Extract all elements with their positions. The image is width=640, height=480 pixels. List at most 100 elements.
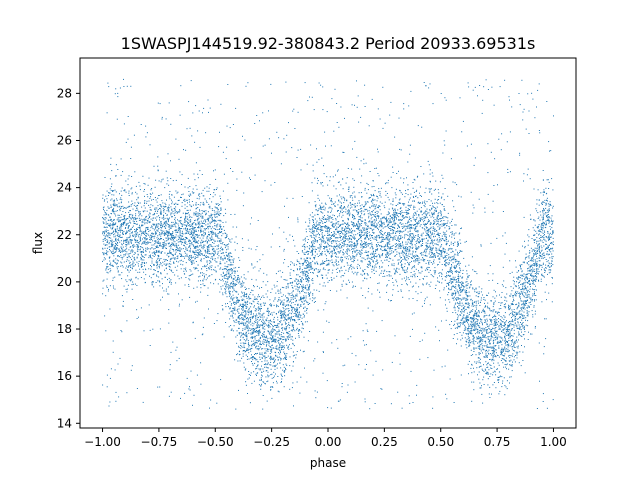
data-point xyxy=(327,239,329,241)
data-point xyxy=(386,291,388,293)
data-point xyxy=(549,201,551,203)
data-point xyxy=(328,240,330,242)
data-point xyxy=(256,327,258,329)
data-point xyxy=(463,314,465,316)
data-point xyxy=(516,324,518,326)
data-point xyxy=(191,263,193,265)
data-point xyxy=(140,218,142,220)
data-point xyxy=(342,227,344,229)
data-point xyxy=(217,265,219,267)
data-point xyxy=(254,316,256,318)
data-point xyxy=(165,259,167,261)
data-point xyxy=(349,230,351,232)
data-point xyxy=(231,238,233,240)
data-point xyxy=(305,267,307,269)
data-point xyxy=(109,237,110,238)
data-point xyxy=(354,230,356,232)
data-point xyxy=(532,270,534,272)
data-point xyxy=(169,268,171,270)
data-point xyxy=(114,203,116,205)
data-point xyxy=(403,217,405,219)
data-point xyxy=(281,324,283,326)
data-point xyxy=(537,272,539,274)
data-point xyxy=(290,318,292,320)
data-point xyxy=(296,261,298,262)
data-point xyxy=(214,266,216,268)
data-point xyxy=(127,243,129,245)
data-point xyxy=(373,225,375,227)
data-point xyxy=(304,288,306,290)
data-point xyxy=(479,366,481,367)
data-point xyxy=(273,316,275,318)
data-point xyxy=(465,321,467,322)
data-point xyxy=(295,294,296,296)
data-point xyxy=(525,317,527,319)
data-point xyxy=(184,251,186,253)
data-point xyxy=(196,223,198,225)
data-point xyxy=(238,327,240,329)
data-point xyxy=(409,209,410,210)
data-point xyxy=(383,217,385,219)
data-point xyxy=(336,237,338,239)
data-point xyxy=(523,289,525,291)
data-point xyxy=(112,232,113,234)
data-point xyxy=(331,242,333,244)
data-point xyxy=(217,257,219,259)
data-point xyxy=(190,247,191,249)
data-point xyxy=(366,224,368,226)
data-point xyxy=(194,235,196,237)
data-point xyxy=(114,251,116,253)
data-point xyxy=(552,221,554,223)
data-point xyxy=(179,237,181,239)
data-point xyxy=(156,274,157,276)
data-point xyxy=(366,258,368,260)
data-point xyxy=(154,240,156,242)
data-point xyxy=(108,192,110,194)
data-point xyxy=(353,222,355,224)
data-point xyxy=(257,327,259,328)
data-point xyxy=(394,223,396,225)
data-point xyxy=(509,325,511,327)
data-point xyxy=(285,287,287,289)
data-point xyxy=(399,212,401,214)
data-point xyxy=(330,228,332,229)
data-point xyxy=(227,258,229,260)
data-point xyxy=(511,302,513,304)
data-point xyxy=(504,346,506,348)
data-point xyxy=(171,209,173,211)
data-point xyxy=(457,241,459,243)
data-point xyxy=(127,222,129,224)
data-point xyxy=(184,219,186,220)
data-point xyxy=(371,216,373,218)
data-point xyxy=(379,265,380,267)
data-point xyxy=(354,247,356,249)
data-point xyxy=(247,271,249,273)
data-point xyxy=(415,228,417,230)
data-point xyxy=(283,345,285,347)
data-point xyxy=(402,258,404,260)
data-point xyxy=(269,326,271,328)
data-point xyxy=(395,213,397,215)
data-point xyxy=(512,304,513,305)
data-point xyxy=(254,305,255,307)
data-point xyxy=(234,271,236,272)
data-point xyxy=(542,191,544,193)
data-point xyxy=(430,232,432,234)
data-point xyxy=(508,344,509,346)
data-point xyxy=(185,213,187,215)
data-point xyxy=(532,249,534,251)
data-point xyxy=(457,310,459,312)
data-point xyxy=(238,351,240,353)
data-point xyxy=(492,355,494,357)
data-point xyxy=(282,342,284,344)
data-point xyxy=(232,310,234,312)
data-point xyxy=(444,236,446,238)
data-point xyxy=(357,271,359,273)
data-point xyxy=(137,201,139,203)
data-point xyxy=(423,238,425,240)
data-point xyxy=(528,270,530,272)
data-point xyxy=(186,209,188,211)
data-point xyxy=(356,240,358,242)
data-point xyxy=(105,212,107,214)
data-point xyxy=(321,182,323,183)
